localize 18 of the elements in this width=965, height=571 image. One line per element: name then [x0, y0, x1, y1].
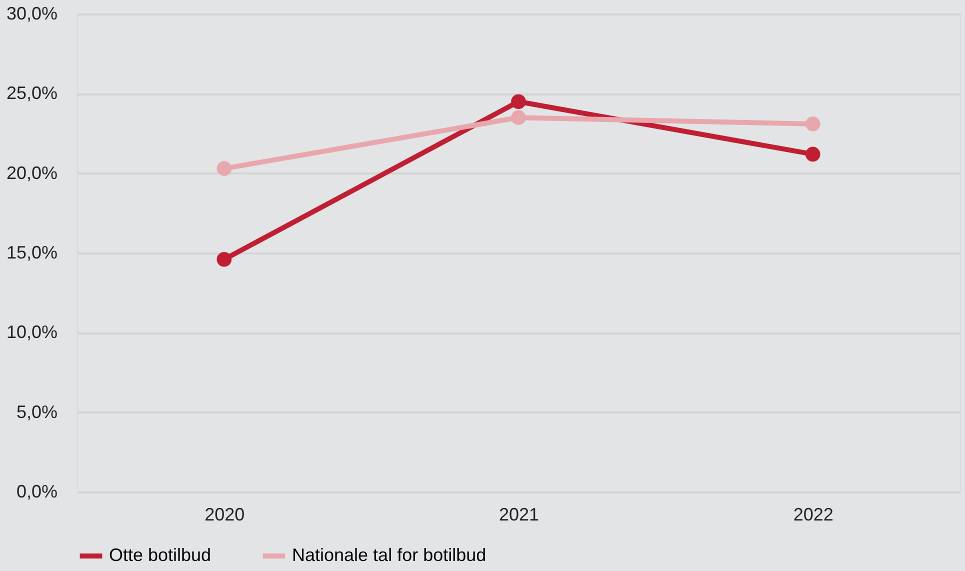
- point: [216, 252, 232, 267]
- x-tick-label: 2020: [204, 504, 245, 524]
- y-tick-label: 20,0%: [6, 162, 58, 183]
- x-tick-label: 2022: [793, 504, 834, 524]
- y-tick-label: 15,0%: [6, 242, 58, 262]
- legend-label: Otte botilbud: [109, 545, 212, 565]
- y-tick-label: 30,0%: [6, 4, 58, 24]
- point: [511, 110, 526, 125]
- y-tick-label: 25,0%: [6, 83, 58, 104]
- point: [511, 94, 526, 110]
- x-tick-label: 2021: [498, 504, 540, 524]
- point: [216, 161, 232, 176]
- point: [805, 146, 820, 162]
- legend-label: Nationale tal for botilbud: [292, 545, 486, 565]
- point: [805, 116, 820, 132]
- y-tick-label: 5,0%: [16, 402, 58, 422]
- y-tick-label: 10,0%: [6, 322, 58, 342]
- y-tick-label: 0,0%: [16, 482, 58, 502]
